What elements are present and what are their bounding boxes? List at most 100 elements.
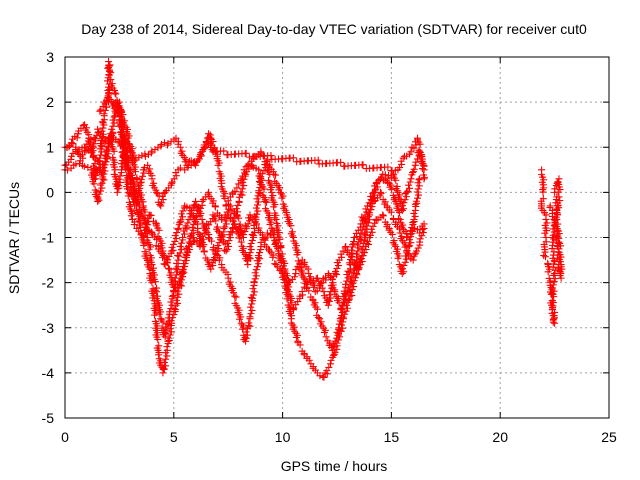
data-point	[346, 287, 354, 295]
data-point	[176, 164, 184, 172]
data-point	[177, 276, 185, 284]
x-tick-labels: 0 5 10 15 20 25	[61, 429, 617, 445]
data-point	[549, 290, 557, 298]
data-point	[355, 244, 363, 252]
data-point	[367, 231, 375, 239]
data-point	[159, 318, 167, 326]
data-point	[249, 231, 257, 239]
data-point	[100, 110, 108, 118]
data-point	[205, 234, 213, 241]
data-point	[419, 229, 427, 237]
data-point	[174, 224, 182, 232]
data-point	[246, 322, 254, 330]
data-point	[383, 175, 391, 183]
data-point	[174, 293, 182, 301]
data-point	[89, 143, 97, 151]
data-point	[184, 219, 192, 227]
data-point	[167, 328, 175, 336]
data-point	[200, 248, 208, 256]
data-point	[226, 234, 234, 242]
data-point	[172, 235, 180, 243]
data-point	[350, 283, 358, 291]
data-point	[154, 335, 162, 343]
data-point	[342, 307, 350, 315]
data-point	[221, 223, 229, 231]
data-point	[328, 276, 336, 284]
data-point	[205, 188, 213, 196]
data-point	[406, 178, 414, 186]
data-point	[169, 314, 177, 322]
data-point	[202, 226, 210, 234]
data-point	[150, 297, 158, 305]
data-point	[345, 268, 353, 276]
data-point	[351, 259, 359, 267]
data-point	[81, 148, 89, 156]
data-point	[551, 319, 559, 327]
x-tick-label: 20	[492, 429, 508, 445]
data-point	[88, 149, 96, 157]
data-point	[90, 153, 98, 161]
data-point	[151, 278, 159, 286]
data-point	[348, 246, 356, 254]
data-point	[187, 232, 195, 240]
data-point	[220, 224, 228, 232]
y-tick-label: 3	[46, 49, 54, 65]
data-point	[342, 280, 350, 288]
data-point	[549, 281, 557, 289]
data-point	[325, 363, 333, 371]
data-point	[367, 225, 375, 233]
data-point	[250, 278, 258, 286]
data-point	[342, 295, 350, 303]
data-point	[211, 257, 219, 265]
data-point	[198, 197, 206, 205]
data-point	[550, 278, 558, 286]
data-point	[409, 219, 417, 227]
x-tick-label: 15	[384, 429, 400, 445]
data-point	[247, 303, 255, 311]
data-point	[144, 151, 152, 159]
data-point	[335, 299, 343, 307]
data-point	[181, 158, 189, 166]
data-point	[369, 222, 377, 230]
data-point	[314, 313, 322, 321]
x-tick-label: 10	[275, 429, 291, 445]
data-point	[157, 202, 165, 210]
data-point	[553, 179, 561, 187]
data-point	[157, 140, 165, 148]
data-point	[349, 269, 357, 277]
data-point	[418, 232, 426, 240]
data-point	[247, 246, 255, 254]
data-point	[215, 245, 223, 253]
data-point	[551, 185, 559, 193]
data-point	[90, 140, 98, 148]
data-point	[163, 343, 171, 351]
data-point	[73, 134, 81, 142]
data-point	[410, 209, 418, 217]
data-point	[413, 188, 421, 196]
data-point	[385, 179, 393, 187]
data-point	[96, 154, 104, 162]
data-point	[159, 196, 167, 204]
data-point	[348, 291, 356, 299]
data-point	[116, 178, 124, 186]
data-point	[177, 216, 185, 224]
data-point	[246, 313, 254, 321]
data-point	[246, 243, 254, 251]
data-point	[364, 240, 372, 248]
data-point	[247, 239, 255, 247]
data-point	[103, 153, 111, 161]
data-point	[416, 140, 424, 148]
data-point	[254, 198, 262, 206]
data-point	[333, 264, 341, 272]
data-point	[150, 311, 158, 319]
data-point	[180, 263, 188, 271]
data-point	[103, 77, 111, 85]
data-point	[420, 224, 428, 232]
data-point	[354, 241, 362, 249]
data-point	[270, 170, 278, 178]
y-tick-label: -1	[42, 230, 55, 246]
data-point	[335, 320, 343, 328]
data-point	[555, 193, 563, 201]
y-tick-label: -3	[42, 320, 55, 336]
data-point	[331, 337, 339, 345]
